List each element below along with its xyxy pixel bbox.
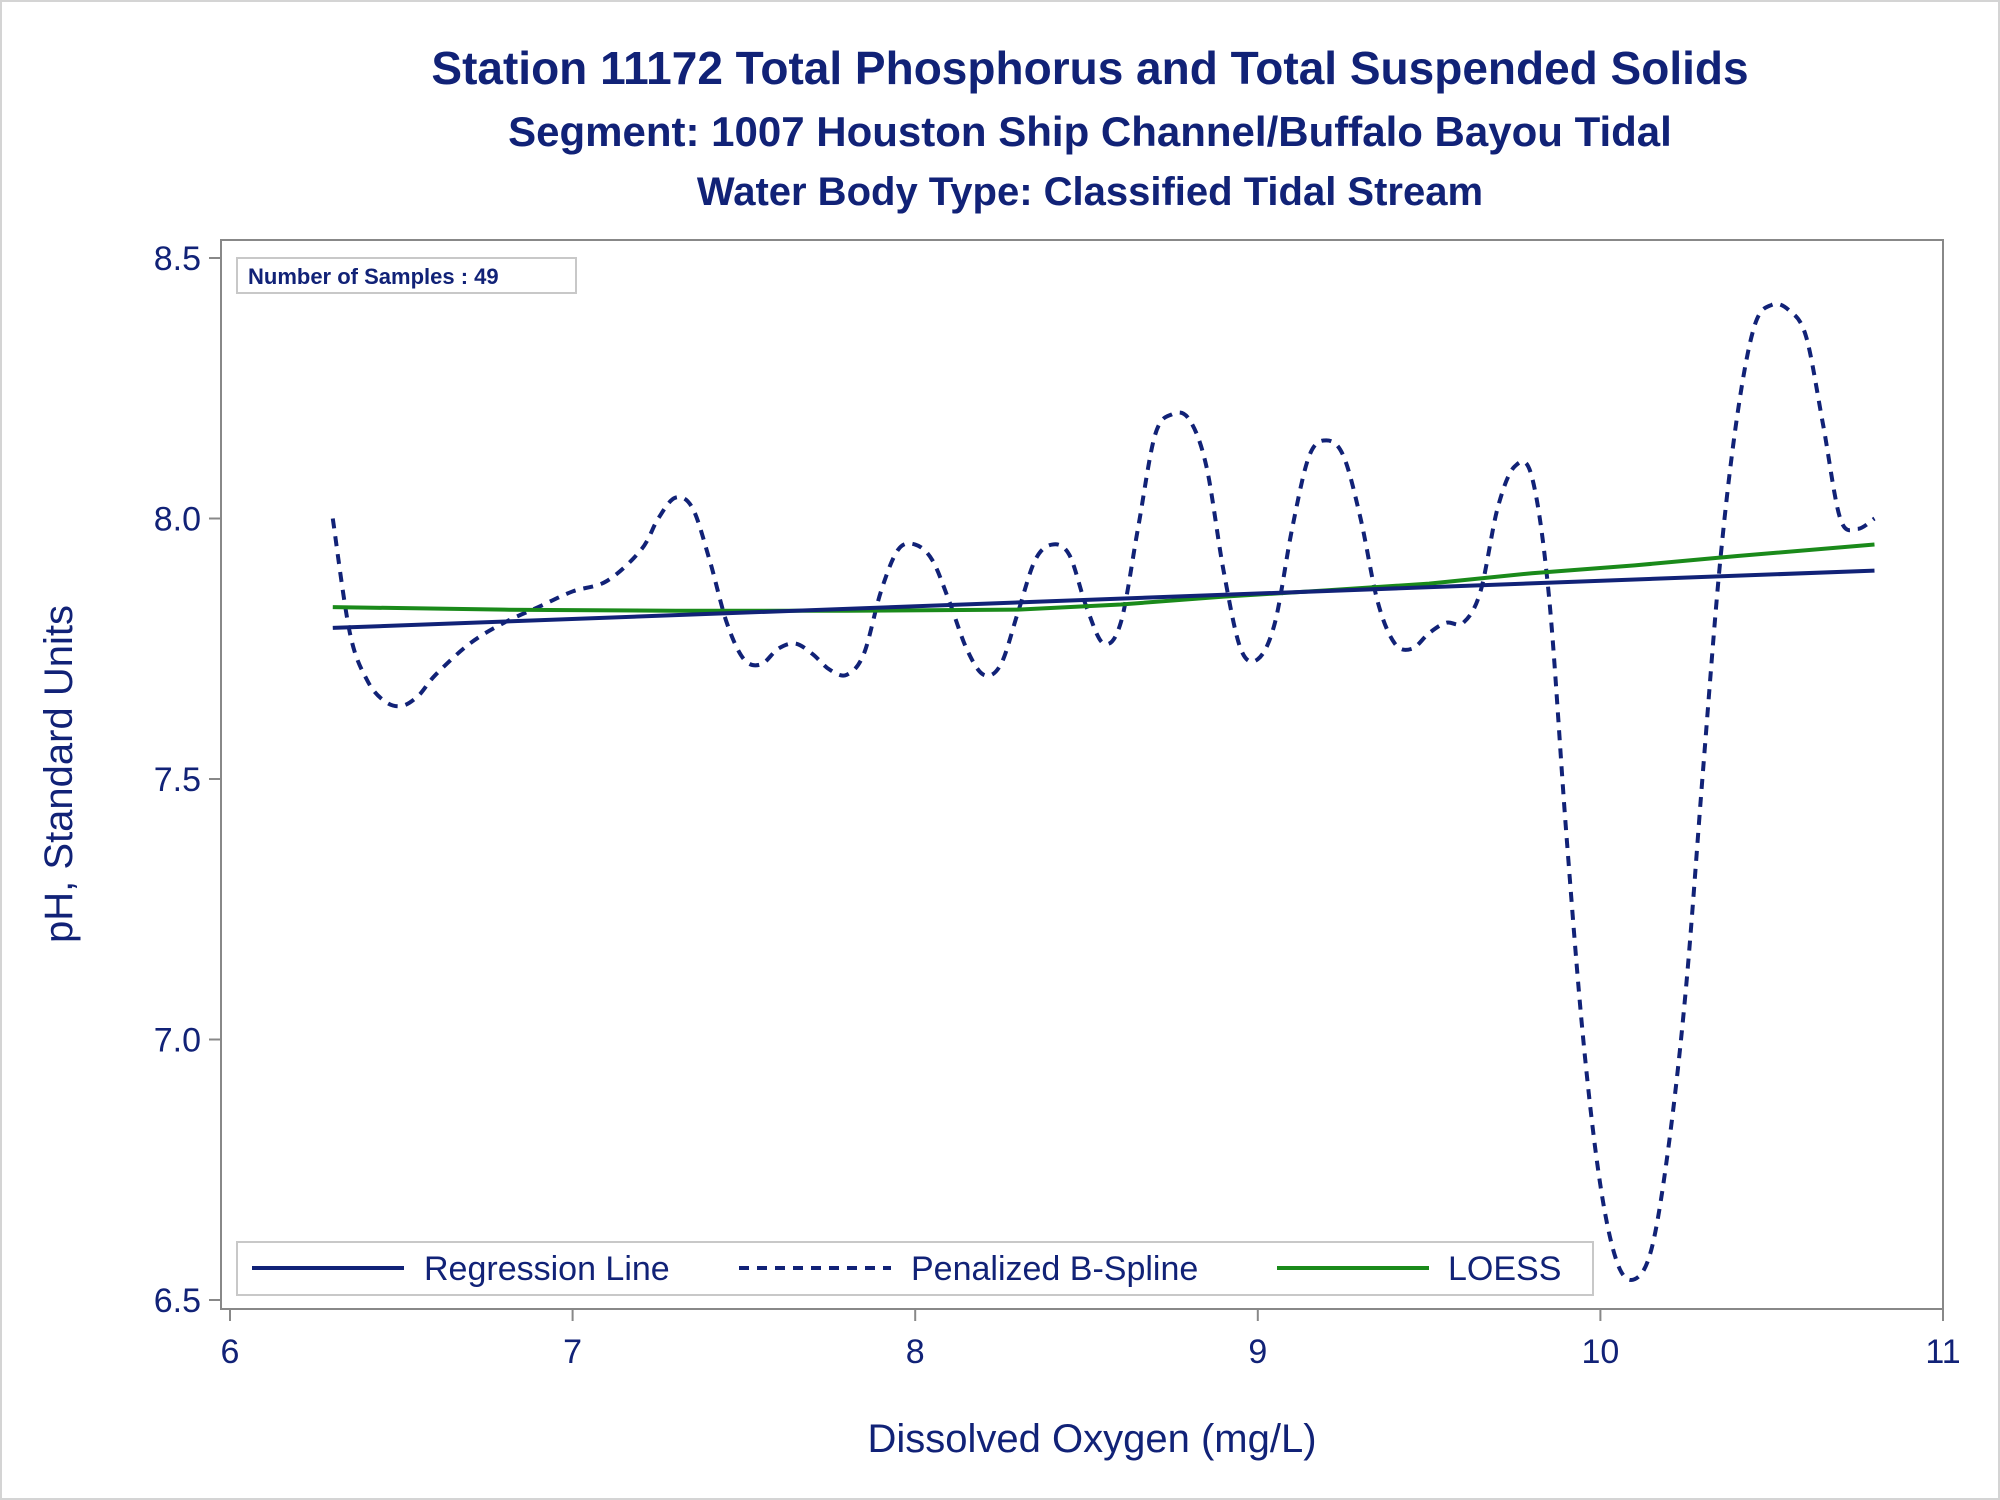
series-layer	[330, 301, 1876, 1283]
y-tick-label-1: 7.0	[154, 1022, 201, 1060]
legend-label-1: Penalized B-Spline	[911, 1250, 1198, 1288]
chart-subtitle-2: Water Body Type: Classified Tidal Stream	[697, 170, 1483, 214]
plot-area	[220, 239, 1944, 1310]
y-axis: 6.5 7.0 7.5 8.0 8.5	[154, 240, 221, 1320]
series-regression-line	[332, 568, 1875, 630]
x-axis-label: Dissolved Oxygen (mg/L)	[867, 1417, 1316, 1461]
x-tick-label-2: 8	[906, 1333, 925, 1371]
sample-count-label: Number of Samples : 49	[248, 264, 499, 289]
y-tick-label-2: 7.5	[154, 761, 201, 799]
x-tick-label-5: 11	[1925, 1333, 1960, 1371]
chart-title: Station 11172 Total Phosphorus and Total…	[431, 42, 1748, 94]
legend: Regression Line Penalized B-Spline LOESS	[252, 1250, 1561, 1288]
y-axis-label: pH, Standard Units	[37, 605, 81, 943]
y-tick-label-3: 8.0	[154, 501, 201, 539]
x-tick-label-3: 9	[1248, 1333, 1267, 1371]
x-axis: 6 7 8 9 10 11	[221, 1309, 1961, 1371]
x-tick-label-1: 7	[563, 1333, 582, 1371]
sample-count-box	[236, 257, 577, 294]
chart-subtitle: Segment: 1007 Houston Ship Channel/Buffa…	[508, 108, 1672, 155]
series-penalized-b-spline	[330, 301, 1876, 1283]
legend-label-2: LOESS	[1448, 1250, 1561, 1288]
y-tick-label-0: 6.5	[154, 1282, 201, 1320]
y-tick-label-4: 8.5	[154, 240, 201, 278]
x-tick-label-0: 6	[221, 1333, 240, 1371]
legend-label-0: Regression Line	[424, 1250, 670, 1288]
x-tick-label-4: 10	[1581, 1333, 1619, 1371]
